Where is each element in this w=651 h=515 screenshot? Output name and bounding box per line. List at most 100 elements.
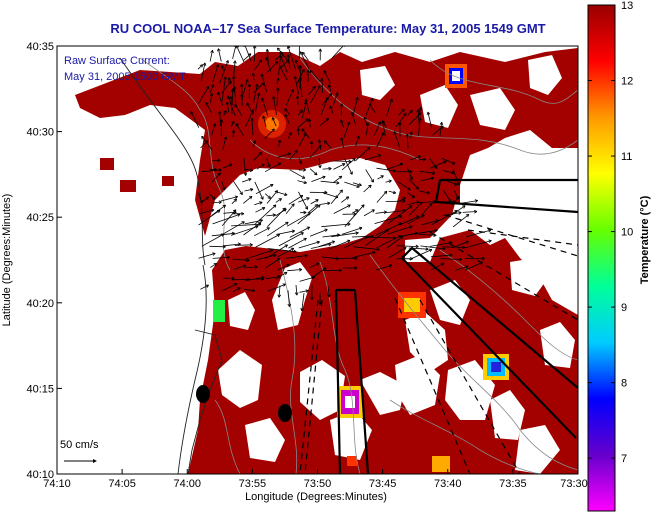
current-vector-head (316, 263, 320, 266)
current-vector-head (341, 137, 344, 141)
current-vector (264, 162, 281, 173)
current-vector (256, 254, 277, 261)
current-vector-head (359, 183, 362, 186)
current-vector (393, 131, 401, 148)
current-vector (382, 120, 386, 137)
current-vector-head (230, 88, 233, 92)
current-vector-head (403, 112, 407, 115)
current-vector (220, 196, 238, 202)
colorbar-tick-label: 8 (621, 378, 627, 390)
current-vector (441, 158, 456, 165)
current-vector (298, 197, 310, 203)
current-vector (431, 262, 445, 271)
current-vector (308, 118, 311, 128)
current-vector-head (328, 84, 332, 88)
current-vector (409, 179, 419, 190)
current-vector (406, 133, 409, 149)
current-vector-head (296, 127, 299, 131)
current-vector (255, 184, 274, 195)
current-vector (198, 192, 203, 204)
current-vector-head (254, 266, 258, 269)
current-vector-head (429, 249, 433, 253)
current-vector-head (296, 150, 298, 154)
current-vector (333, 175, 343, 183)
current-vector-head (217, 159, 221, 163)
current-vector (276, 78, 279, 85)
current-vector-head (304, 255, 308, 258)
current-vector-head (219, 172, 221, 176)
current-vector-head (235, 196, 238, 199)
current-vector-head (279, 139, 282, 143)
current-vector (264, 128, 275, 139)
contour-line (249, 139, 421, 161)
current-vector-head (348, 159, 352, 162)
current-vector-head (328, 168, 332, 171)
current-vector (211, 172, 221, 183)
current-vector (266, 61, 279, 73)
current-vector-head (451, 172, 455, 175)
current-vector-head (293, 249, 297, 253)
current-vector-head (284, 108, 288, 111)
current-vector (241, 94, 243, 106)
current-vector (279, 65, 288, 81)
current-vector (205, 102, 213, 114)
current-vector (420, 245, 446, 250)
current-vector-head (241, 83, 244, 87)
current-vector (254, 181, 264, 200)
current-vector-head (256, 92, 260, 96)
current-vector (244, 288, 256, 292)
current-vector-head (213, 196, 216, 200)
current-vector-head (225, 136, 228, 140)
current-vector (230, 120, 235, 128)
no-data-patch (445, 360, 495, 420)
current-vector-head (415, 187, 419, 190)
dashed-line (419, 299, 521, 474)
current-vector (376, 235, 402, 249)
current-vector-head (317, 241, 320, 245)
current-vector-head (218, 201, 222, 205)
current-vector-head (297, 127, 301, 131)
current-vector-head (276, 77, 279, 81)
current-vector-head (229, 164, 233, 167)
current-vector-head (307, 226, 311, 230)
current-vector-head (369, 184, 372, 189)
current-vector-head (327, 294, 330, 298)
current-vector-head (284, 194, 288, 197)
current-vector (231, 278, 250, 281)
current-vector (221, 209, 237, 226)
current-vector-head (211, 209, 215, 213)
x-axis-label: Longitude (Degrees:Minutes) (245, 491, 387, 503)
colorbar-label: Temperature (°C) (639, 195, 651, 284)
current-vector (421, 203, 433, 216)
current-vector-head (335, 258, 339, 261)
current-vector (231, 198, 237, 205)
current-vector-head (316, 199, 319, 203)
current-vector-head (401, 236, 404, 240)
current-vector-head (409, 225, 413, 227)
current-vector (295, 284, 298, 296)
current-vector-head (398, 122, 401, 126)
current-vector-head (458, 211, 462, 213)
current-vector-head (318, 301, 321, 305)
current-vector (310, 85, 321, 104)
current-vector-head (246, 258, 250, 261)
current-vector (210, 93, 213, 104)
current-vector (408, 229, 438, 236)
current-vector-head (260, 197, 264, 200)
current-vector-head (277, 47, 279, 51)
current-vector (410, 131, 412, 139)
x-tick-label: 74:00 (173, 478, 201, 490)
current-vector-head (261, 73, 264, 77)
current-vector (342, 227, 363, 235)
current-vector (442, 178, 458, 186)
current-vector (212, 159, 221, 162)
current-vector (201, 135, 213, 150)
warm-water-patch (120, 180, 136, 192)
current-vector (221, 283, 238, 292)
current-vector (262, 115, 267, 128)
current-vector (255, 234, 280, 248)
chart-title: RU COOL NOAA–17 Sea Surface Temperature:… (110, 21, 545, 36)
current-vector (241, 83, 243, 101)
current-vector (295, 59, 301, 72)
current-vector (375, 211, 387, 214)
